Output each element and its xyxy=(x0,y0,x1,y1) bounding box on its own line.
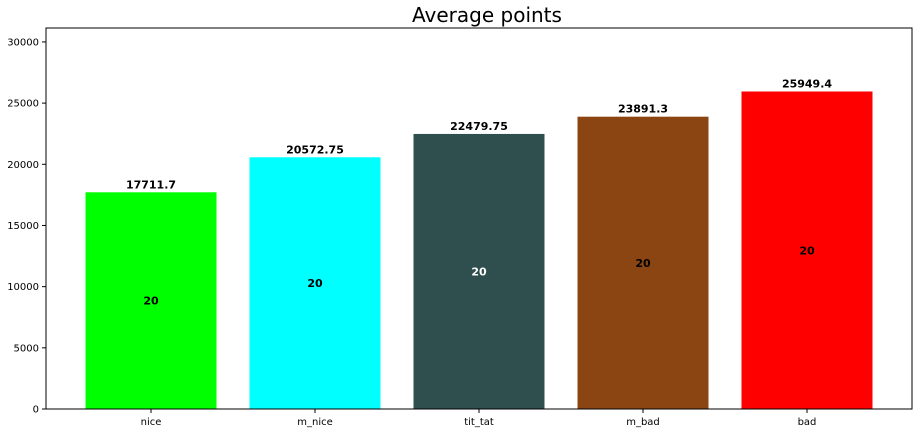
y-tick-label: 25000 xyxy=(7,99,39,110)
y-tick-label: 20000 xyxy=(7,160,39,171)
value-label-nice: 17711.7 xyxy=(126,178,176,191)
bar-nice xyxy=(85,192,217,409)
inner-label-nice: 20 xyxy=(143,295,159,308)
bar-tit-tat xyxy=(413,133,545,409)
value-label-tit-tat: 22479.75 xyxy=(450,120,508,133)
bar-bad xyxy=(741,91,873,409)
labels-group: 17711.7 20 20572.75 20 22479.75 20 23891.3 20 25… xyxy=(126,78,832,308)
y-tick-label: 5000 xyxy=(14,343,39,354)
inner-label-m-nice: 20 xyxy=(307,277,323,290)
y-tick-label: 10000 xyxy=(7,282,39,293)
inner-label-m-bad: 20 xyxy=(635,257,651,270)
x-tick-label-tit-tat: tit_tat xyxy=(464,417,494,428)
x-tick-label-bad: bad xyxy=(798,417,817,428)
bars-group xyxy=(85,91,873,409)
inner-label-bad: 20 xyxy=(799,244,815,257)
x-tick-label-m-nice: m_nice xyxy=(297,417,333,428)
y-tick-label: 0 xyxy=(33,405,39,416)
value-label-m-bad: 23891.3 xyxy=(618,103,668,116)
plot-frame xyxy=(45,27,913,410)
inner-label-tit-tat: 20 xyxy=(471,265,487,278)
bar-m-nice xyxy=(249,157,381,409)
value-label-bad: 25949.4 xyxy=(782,78,832,91)
x-tick-label-m-bad: m_bad xyxy=(626,417,660,428)
y-tick-label: 30000 xyxy=(7,37,39,48)
chart-title: Average points xyxy=(412,3,562,27)
y-tick-label: 15000 xyxy=(7,221,39,232)
axes-group: nice m_nice tit_tat m_bad bad 0 5000 10000 15000… xyxy=(7,27,913,428)
value-label-m-nice: 20572.75 xyxy=(286,143,344,156)
x-tick-label-nice: nice xyxy=(141,417,162,428)
bar-m-bad xyxy=(577,116,709,409)
